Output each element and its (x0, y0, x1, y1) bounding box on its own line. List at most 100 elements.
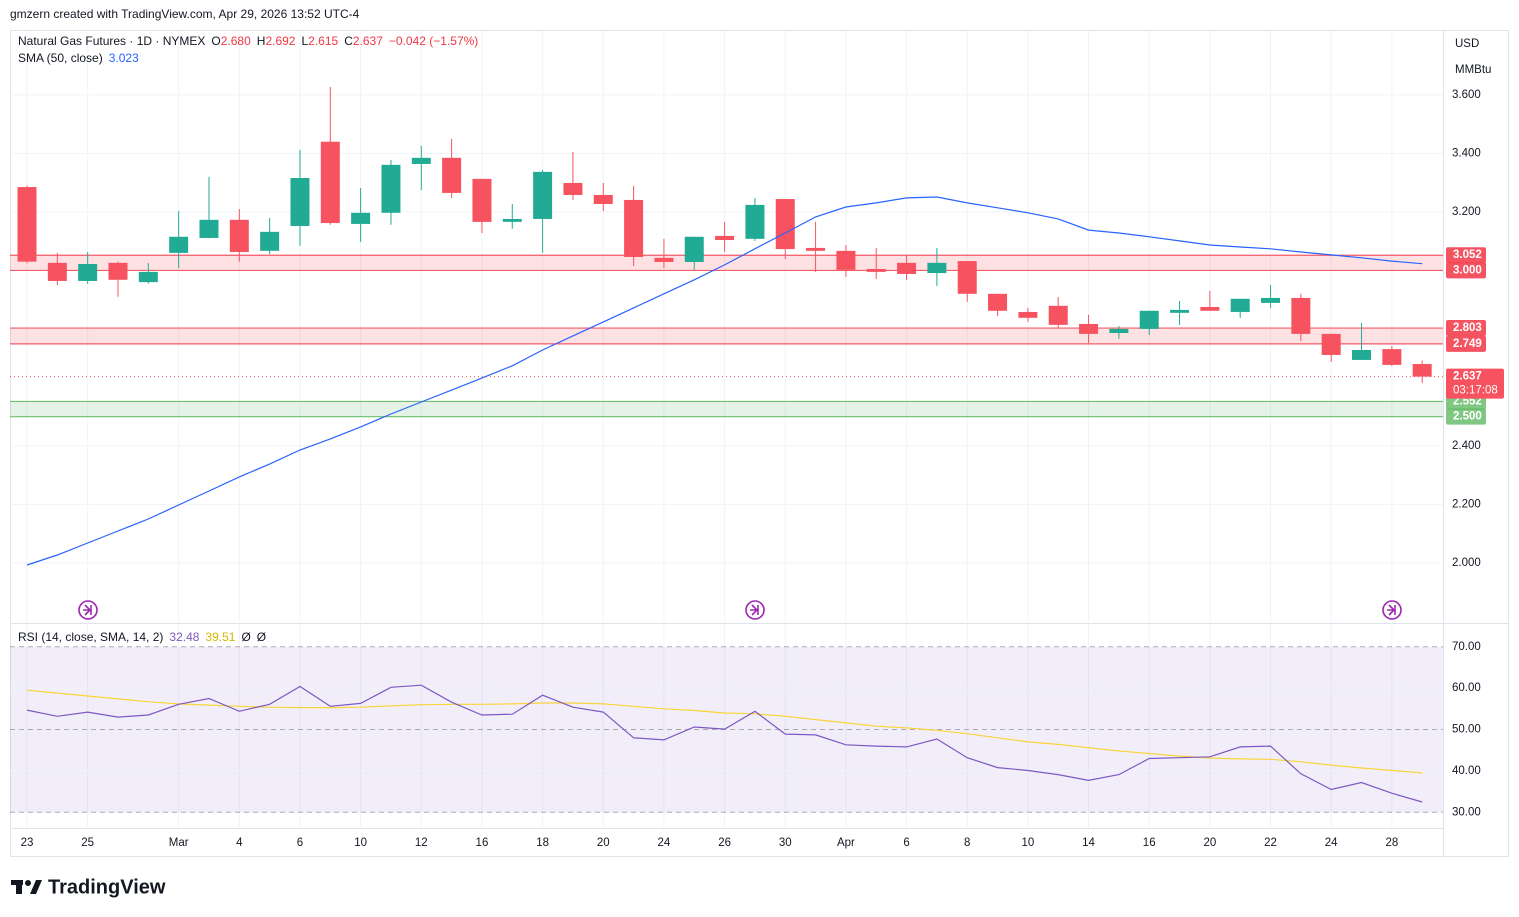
x-tick-label: 10 (1021, 837, 1034, 849)
y-tick-label: 2.200 (1452, 498, 1481, 510)
y-tick-label: 60.00 (1452, 682, 1481, 694)
sma-legend: SMA (50, close) 3.023 (18, 51, 139, 65)
ohlc-value: 2.615 (308, 34, 338, 48)
zone-label-bg (1446, 262, 1486, 279)
x-tick-label: Mar (169, 837, 189, 849)
candle-body (1048, 305, 1068, 325)
y-tick-label: 70.00 (1452, 641, 1481, 653)
last-price-label: 2.637 (1453, 371, 1482, 383)
ohlc-value: 2.692 (265, 34, 295, 48)
zone-label: 3.052 (1453, 249, 1482, 261)
y-tick-label: 50.00 (1452, 724, 1481, 736)
x-tick-label: 26 (718, 837, 731, 849)
candle-body (745, 204, 765, 239)
candle-body (563, 182, 583, 195)
y-tick-label: 2.000 (1452, 557, 1481, 569)
zone (10, 255, 1443, 271)
zone (10, 401, 1443, 417)
sma-line (26, 196, 1423, 566)
x-tick-label: 23 (21, 837, 34, 849)
zone-label-bg (1446, 320, 1486, 337)
candle-body (624, 199, 644, 257)
x-tick-label: 28 (1385, 837, 1398, 849)
candle-body (836, 250, 856, 270)
candle-body (351, 212, 371, 224)
candle-body (1412, 364, 1432, 377)
candle-body (320, 141, 340, 224)
candle-body (957, 261, 977, 294)
candle-body (866, 268, 886, 272)
chart-frame (10, 30, 1509, 857)
candle-body (1139, 310, 1159, 329)
countdown: 03:17:08 (1453, 385, 1498, 397)
candle-body (1018, 311, 1038, 318)
candle-body (806, 247, 826, 251)
x-tick-label: Apr (837, 837, 855, 849)
ohlc-value: 2.680 (221, 34, 251, 48)
x-tick-label: 14 (1082, 837, 1095, 849)
x-tick-label: 24 (658, 837, 671, 849)
candle-body (593, 194, 613, 205)
candle-body (229, 219, 249, 252)
x-tick-label: 4 (236, 837, 243, 849)
candle-body (78, 263, 98, 281)
zones (10, 254, 1443, 418)
ohlc-key: L (301, 34, 308, 48)
sma-name: SMA (50, close) (18, 51, 103, 65)
x-tick-label: 6 (297, 837, 303, 849)
marks (17, 87, 1432, 803)
candle-body (411, 157, 431, 164)
candle-body (472, 178, 492, 222)
attribution: gmzern created with TradingView.com, Apr… (10, 7, 360, 21)
x-tick-label: 16 (476, 837, 489, 849)
x-tick-label: 8 (964, 837, 970, 849)
price-legend: Natural Gas Futures · 1D · NYMEX O2.680 H2… (18, 34, 478, 48)
candle-body (442, 157, 462, 193)
zone-label-bg (1446, 247, 1486, 264)
grid (10, 31, 1443, 828)
candle-body (17, 187, 37, 262)
candle-body (47, 262, 67, 281)
rsi-name: RSI (14, close, SMA, 14, 2) (18, 630, 163, 644)
candle-body (654, 257, 674, 262)
candle-body (988, 293, 1008, 311)
zone-label-bg (1446, 408, 1486, 425)
candle-body (1352, 349, 1372, 360)
candle-body (1382, 349, 1402, 365)
candle-body (138, 271, 158, 283)
y-tick-label: 3.400 (1452, 147, 1481, 159)
candle-body (533, 171, 553, 219)
x-tick-label: 25 (81, 837, 94, 849)
y-tick-label: 3.600 (1452, 89, 1481, 101)
x-tick-label: 18 (536, 837, 549, 849)
symbol: Natural Gas Futures · 1D · NYMEX (18, 34, 205, 48)
x-tick-label: 10 (354, 837, 367, 849)
candle-body (1200, 306, 1220, 311)
zone-label: 2.749 (1453, 338, 1482, 350)
ohlc-value: 2.637 (353, 34, 383, 48)
candle-body (260, 231, 280, 251)
x-tick-label: 20 (597, 837, 610, 849)
rsi-extra: Ø (257, 630, 266, 644)
y-tick-label: 40.00 (1452, 765, 1481, 777)
zone (10, 328, 1443, 344)
candle-body (1109, 328, 1129, 334)
rsi-sma-value: 39.51 (205, 630, 235, 644)
rsi-extra: Ø (241, 630, 250, 644)
candle-body (715, 235, 735, 241)
candle-body (897, 262, 917, 274)
x-tick-label: 24 (1325, 837, 1338, 849)
y-tick-label: 3.200 (1452, 206, 1481, 218)
event-icon (78, 600, 1402, 620)
brand-logo (11, 880, 42, 894)
rsi-line (26, 684, 1423, 803)
y-tick-label: 2.400 (1452, 440, 1481, 452)
candle-body (1291, 297, 1311, 334)
candle-body (1261, 297, 1281, 303)
candle-body (684, 236, 704, 262)
candle-body (1170, 309, 1190, 313)
x-tick-label: 12 (415, 837, 428, 849)
candle-body (927, 262, 947, 274)
x-tick-label: 22 (1264, 837, 1277, 849)
